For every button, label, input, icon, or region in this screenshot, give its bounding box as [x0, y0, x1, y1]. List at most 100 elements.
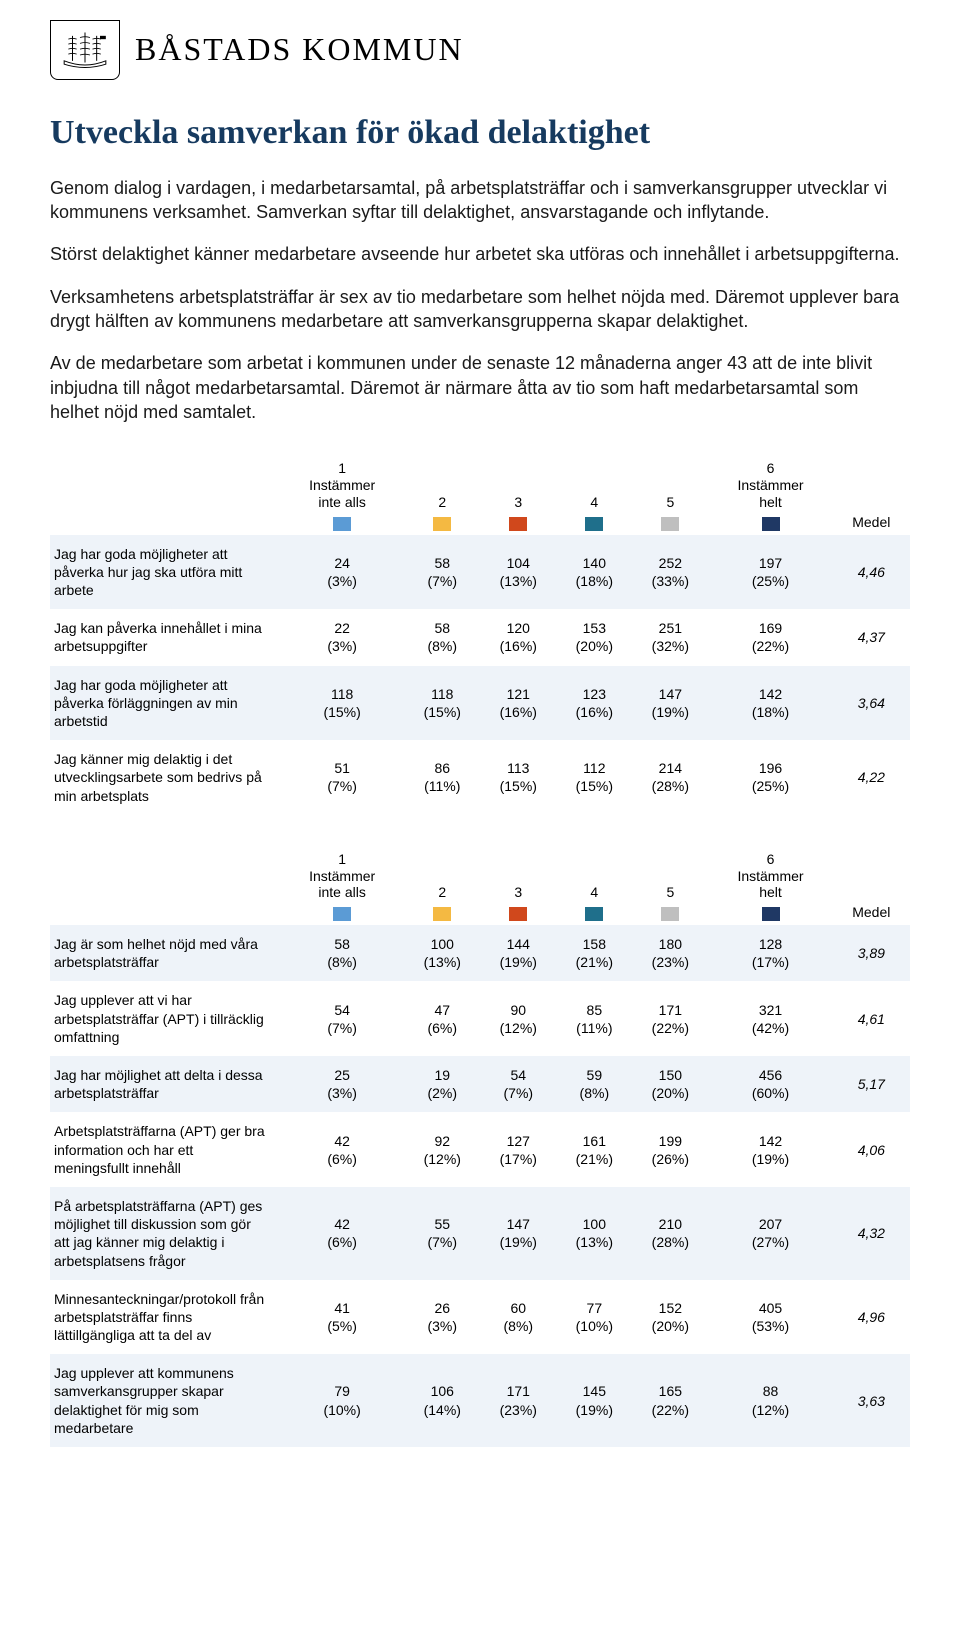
survey-table-2: 1Instämmerinte alls23456InstämmerheltMed… — [50, 845, 910, 1447]
data-cell: 123(16%) — [556, 666, 632, 741]
data-cell: 85(11%) — [556, 981, 632, 1056]
scale-header-4: 4 — [556, 454, 632, 534]
row-label: Jag upplever att vi har arbetsplatsträff… — [50, 981, 280, 1056]
mean-cell: 4,32 — [833, 1187, 910, 1280]
data-cell: 41(5%) — [280, 1280, 404, 1355]
intro-paragraph: Av de medarbetare som arbetat i kommunen… — [50, 351, 910, 424]
row-label: Jag är som helhet nöjd med våra arbetspl… — [50, 925, 280, 981]
scale-header-5: 5 — [632, 454, 708, 534]
scale-header-2: 2 — [404, 845, 480, 925]
mean-cell: 4,37 — [833, 609, 910, 665]
data-cell: 113(15%) — [480, 740, 556, 815]
data-cell: 86(11%) — [404, 740, 480, 815]
row-label: Jag kan påverka innehållet i mina arbets… — [50, 609, 280, 665]
data-cell: 42(6%) — [280, 1187, 404, 1280]
data-cell: 58(8%) — [280, 925, 404, 981]
data-cell: 165(22%) — [632, 1354, 708, 1447]
data-cell: 171(22%) — [632, 981, 708, 1056]
data-cell: 207(27%) — [708, 1187, 832, 1280]
data-cell: 25(3%) — [280, 1056, 404, 1112]
data-cell: 60(8%) — [480, 1280, 556, 1355]
data-cell: 210(28%) — [632, 1187, 708, 1280]
data-cell: 161(21%) — [556, 1112, 632, 1187]
row-label: Jag har möjlighet att delta i dessa arbe… — [50, 1056, 280, 1112]
table-row: Jag känner mig delaktig i det utveckling… — [50, 740, 910, 815]
table-row: Jag har goda möjligheter att påverka för… — [50, 666, 910, 741]
mean-cell: 4,96 — [833, 1280, 910, 1355]
scale-header-3: 3 — [480, 454, 556, 534]
scale-header-1: 1Instämmerinte alls — [280, 454, 404, 534]
data-cell: 19(2%) — [404, 1056, 480, 1112]
data-cell: 153(20%) — [556, 609, 632, 665]
row-label: Jag upplever att kommunens samverkansgru… — [50, 1354, 280, 1447]
table-row: Jag har möjlighet att delta i dessa arbe… — [50, 1056, 910, 1112]
data-cell: 118(15%) — [280, 666, 404, 741]
data-cell: 128(17%) — [708, 925, 832, 981]
data-cell: 147(19%) — [480, 1187, 556, 1280]
row-label: Jag känner mig delaktig i det utveckling… — [50, 740, 280, 815]
row-label: Jag har goda möjligheter att påverka för… — [50, 666, 280, 741]
table-row: Arbetsplatsträffarna (APT) ger bra infor… — [50, 1112, 910, 1187]
data-cell: 142(18%) — [708, 666, 832, 741]
data-cell: 127(17%) — [480, 1112, 556, 1187]
data-cell: 405(53%) — [708, 1280, 832, 1355]
row-label: Jag har goda möjligheter att påverka hur… — [50, 535, 280, 610]
data-cell: 251(32%) — [632, 609, 708, 665]
scale-header-5: 5 — [632, 845, 708, 925]
survey-table-1: 1Instämmerinte alls23456InstämmerheltMed… — [50, 454, 910, 814]
data-cell: 252(33%) — [632, 535, 708, 610]
data-cell: 112(15%) — [556, 740, 632, 815]
data-cell: 197(25%) — [708, 535, 832, 610]
data-cell: 171(23%) — [480, 1354, 556, 1447]
table-row: Jag upplever att kommunens samverkansgru… — [50, 1354, 910, 1447]
data-cell: 42(6%) — [280, 1112, 404, 1187]
data-cell: 321(42%) — [708, 981, 832, 1056]
row-label: Minnesanteckningar/protokoll från arbets… — [50, 1280, 280, 1355]
data-cell: 58(7%) — [404, 535, 480, 610]
data-cell: 199(26%) — [632, 1112, 708, 1187]
mean-cell: 4,06 — [833, 1112, 910, 1187]
data-cell: 58(8%) — [404, 609, 480, 665]
mean-cell: 4,46 — [833, 535, 910, 610]
data-cell: 88(12%) — [708, 1354, 832, 1447]
mean-header: Medel — [833, 845, 910, 925]
data-cell: 147(19%) — [632, 666, 708, 741]
data-cell: 24(3%) — [280, 535, 404, 610]
table-row: På arbetsplatsträffarna (APT) ges möjlig… — [50, 1187, 910, 1280]
logo-ship-icon — [50, 20, 120, 80]
data-cell: 196(25%) — [708, 740, 832, 815]
mean-cell: 4,61 — [833, 981, 910, 1056]
data-cell: 150(20%) — [632, 1056, 708, 1112]
data-cell: 121(16%) — [480, 666, 556, 741]
row-label: På arbetsplatsträffarna (APT) ges möjlig… — [50, 1187, 280, 1280]
org-name: BÅSTADS KOMMUN — [135, 28, 464, 71]
logo-header: BÅSTADS KOMMUN — [50, 20, 910, 80]
scale-header-6: 6Instämmerhelt — [708, 454, 832, 534]
data-cell: 144(19%) — [480, 925, 556, 981]
table-row: Minnesanteckningar/protokoll från arbets… — [50, 1280, 910, 1355]
intro-section: Genom dialog i vardagen, i medarbetarsam… — [50, 176, 910, 424]
scale-header-6: 6Instämmerhelt — [708, 845, 832, 925]
mean-cell: 3,89 — [833, 925, 910, 981]
data-cell: 47(6%) — [404, 981, 480, 1056]
mean-cell: 3,64 — [833, 666, 910, 741]
data-cell: 77(10%) — [556, 1280, 632, 1355]
data-cell: 142(19%) — [708, 1112, 832, 1187]
scale-header-3: 3 — [480, 845, 556, 925]
intro-paragraph: Störst delaktighet känner medarbetare av… — [50, 242, 910, 266]
data-cell: 104(13%) — [480, 535, 556, 610]
data-cell: 26(3%) — [404, 1280, 480, 1355]
mean-cell: 4,22 — [833, 740, 910, 815]
data-cell: 92(12%) — [404, 1112, 480, 1187]
data-cell: 54(7%) — [480, 1056, 556, 1112]
table-row: Jag kan påverka innehållet i mina arbets… — [50, 609, 910, 665]
data-cell: 55(7%) — [404, 1187, 480, 1280]
scale-header-4: 4 — [556, 845, 632, 925]
mean-cell: 3,63 — [833, 1354, 910, 1447]
data-cell: 169(22%) — [708, 609, 832, 665]
table-row: Jag har goda möjligheter att påverka hur… — [50, 535, 910, 610]
data-cell: 180(23%) — [632, 925, 708, 981]
intro-paragraph: Verksamhetens arbetsplatsträffar är sex … — [50, 285, 910, 334]
mean-cell: 5,17 — [833, 1056, 910, 1112]
data-cell: 51(7%) — [280, 740, 404, 815]
